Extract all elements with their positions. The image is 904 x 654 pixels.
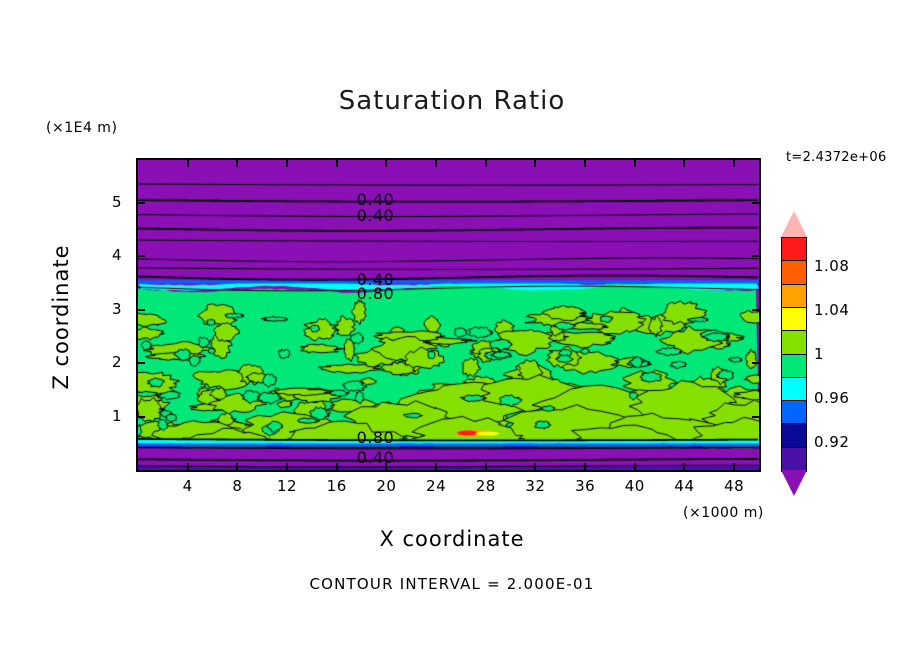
- y-tick-label: 3: [111, 299, 122, 318]
- time-annotation: t=2.4372e+06: [786, 150, 887, 165]
- x-axis-title: X coordinate: [379, 527, 525, 551]
- x-axis-tick: [733, 160, 736, 167]
- y-axis-tick: [138, 201, 145, 204]
- colorbar-tick-label: 0.92: [814, 433, 850, 451]
- contour-plot-area: 0.40 0.40 0.40 0.80 0.80 0.40: [136, 158, 761, 472]
- y-axis-tick: [138, 255, 145, 258]
- x-tick-label: 32: [525, 477, 546, 495]
- x-axis-tick: [683, 160, 686, 167]
- colorbar-band: [781, 400, 807, 425]
- y-axis-unit-label: (×1E4 m): [46, 120, 118, 136]
- colorbar-band: [781, 446, 807, 472]
- y-axis-tick: [752, 308, 759, 311]
- colorbar-band: [781, 283, 807, 309]
- x-tick-label: 12: [276, 477, 298, 495]
- x-axis-tick: [633, 463, 636, 470]
- x-axis-tick: [683, 463, 686, 470]
- x-tick-label: 24: [426, 477, 447, 495]
- x-axis-tick: [286, 463, 289, 470]
- x-axis-tick: [236, 463, 239, 470]
- y-tick-label: 5: [111, 192, 122, 211]
- x-axis-tick: [236, 160, 239, 167]
- contour-field: [138, 160, 759, 470]
- y-tick-label: 2: [111, 353, 122, 372]
- y-axis-tick: [752, 415, 759, 418]
- x-tick-label: 16: [326, 477, 347, 495]
- colorbar-top-arrow: [781, 211, 807, 237]
- colorbar-bottom-arrow: [781, 470, 807, 496]
- y-axis-title: Z coordinate: [49, 244, 73, 390]
- y-axis-tick: [752, 201, 759, 204]
- x-axis-unit-label: (×1000 m): [683, 505, 764, 521]
- x-axis-tick: [534, 160, 537, 167]
- x-axis-tick: [633, 160, 636, 167]
- x-tick-label: 40: [624, 477, 645, 495]
- x-axis-tick: [435, 160, 438, 167]
- colorbar-band: [781, 260, 807, 286]
- y-axis-tick: [752, 255, 759, 258]
- contour-label: 0.40: [356, 190, 395, 210]
- x-axis-tick: [435, 463, 438, 470]
- x-tick-label: 36: [575, 477, 596, 495]
- contour-label: 0.80: [356, 283, 395, 303]
- x-axis-tick: [186, 463, 189, 470]
- x-axis-tick: [186, 160, 189, 167]
- colorbar-band: [781, 237, 807, 262]
- x-axis-tick: [286, 160, 289, 167]
- colorbar-band: [781, 330, 807, 356]
- y-axis-tick: [138, 362, 145, 365]
- x-axis-tick: [484, 160, 487, 167]
- x-axis-tick: [385, 463, 388, 470]
- colorbar-band: [781, 306, 807, 332]
- x-axis-tick: [733, 463, 736, 470]
- colorbar-band: [781, 353, 807, 379]
- contour-label: 0.40: [356, 270, 395, 290]
- colorbar-tick-label: 1.04: [814, 301, 850, 319]
- contour-interval-note: CONTOUR INTERVAL = 2.000E-01: [309, 575, 595, 593]
- contour-label: 0.40: [356, 206, 395, 226]
- y-axis-tick: [752, 362, 759, 365]
- colorbar-tick-label: 1: [814, 345, 825, 363]
- colorbar-tick-label: 1.08: [814, 257, 850, 275]
- y-tick-label: 4: [111, 246, 122, 265]
- contour-label: 0.40: [356, 448, 395, 468]
- x-tick-label: 28: [475, 477, 496, 495]
- colorbar-band: [781, 423, 807, 449]
- x-tick-label: 4: [182, 477, 193, 495]
- colorbar-band: [781, 376, 807, 402]
- contour-label: 0.80: [356, 427, 395, 447]
- x-axis-tick: [335, 160, 338, 167]
- x-tick-label: 8: [232, 477, 243, 495]
- page-title: Saturation Ratio: [338, 86, 566, 116]
- x-axis-tick: [584, 160, 587, 167]
- colorbar: [781, 211, 807, 496]
- y-axis-tick: [138, 415, 145, 418]
- y-axis-tick: [138, 308, 145, 311]
- x-tick-label: 48: [724, 477, 745, 495]
- x-axis-tick: [484, 463, 487, 470]
- x-axis-tick: [534, 463, 537, 470]
- x-axis-tick: [584, 463, 587, 470]
- x-axis-tick: [385, 160, 388, 167]
- x-tick-label: 44: [674, 477, 695, 495]
- x-tick-label: 20: [376, 477, 397, 495]
- colorbar-tick-label: 0.96: [814, 389, 850, 407]
- x-axis-tick: [335, 463, 338, 470]
- y-tick-label: 1: [111, 406, 122, 425]
